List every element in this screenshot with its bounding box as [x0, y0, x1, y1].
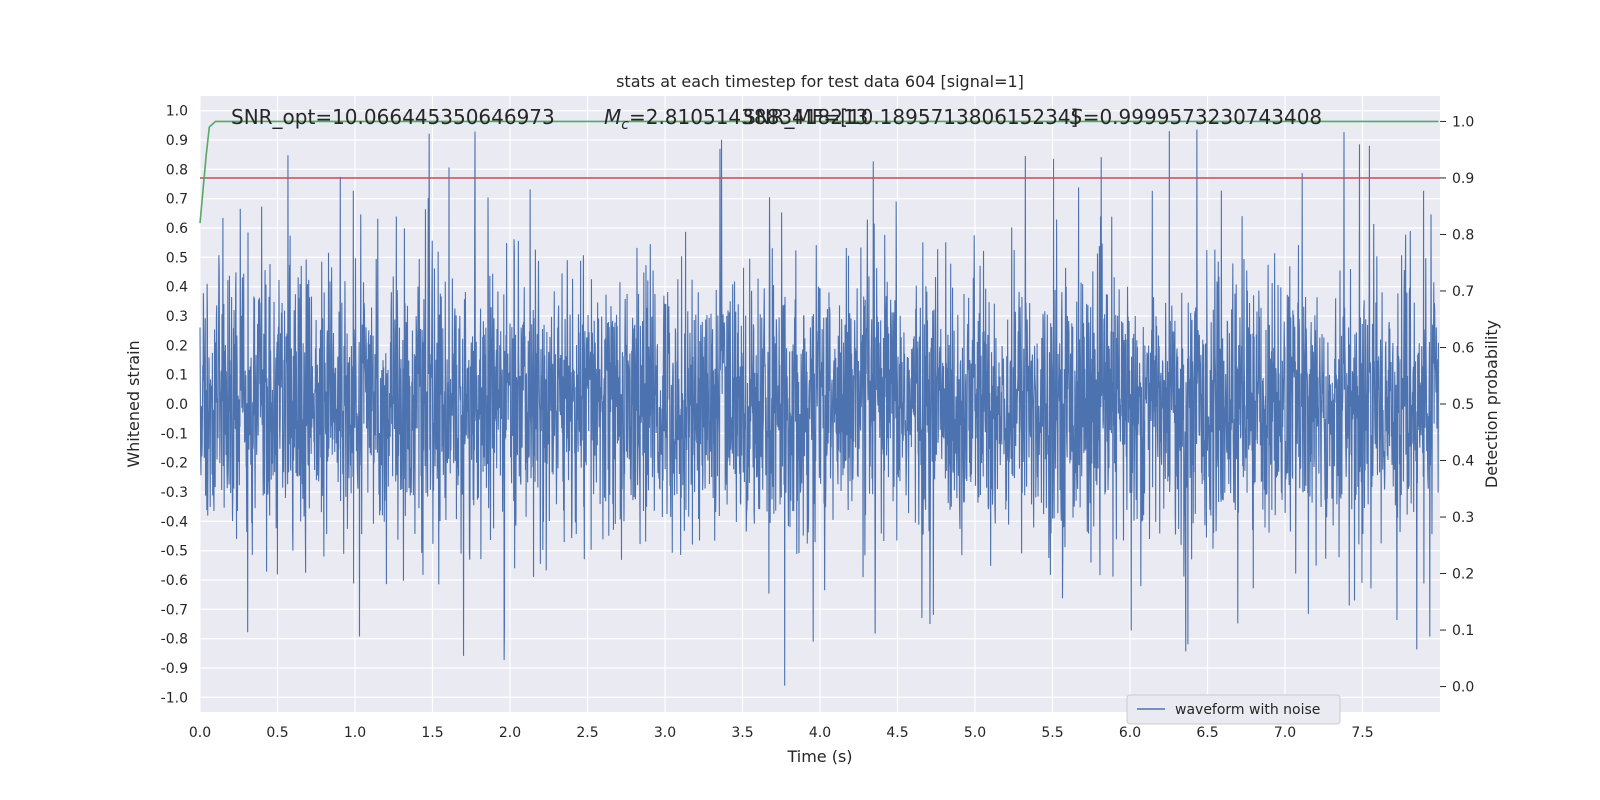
- x-tick-label: 0.0: [189, 725, 211, 741]
- right-tick-label: 0.3: [1452, 510, 1474, 526]
- y-tick-label: 0.6: [166, 221, 188, 237]
- y-tick-label: 0.2: [166, 338, 188, 354]
- y-tick-label: 0.1: [166, 368, 188, 384]
- x-axis-label: Time (s): [786, 747, 852, 766]
- y-tick-label: -0.8: [161, 632, 188, 648]
- y-tick-label: -0.9: [161, 661, 188, 677]
- y-tick-label: 0.9: [166, 133, 188, 149]
- x-tick-label: 6.5: [1196, 725, 1218, 741]
- x-tick-label: 7.0: [1274, 725, 1296, 741]
- right-tick-label: 0.6: [1452, 340, 1474, 356]
- legend-box: [1126, 694, 1341, 725]
- y-tick-label: 0.0: [166, 397, 188, 413]
- y-tick-label: -0.6: [161, 573, 188, 589]
- y-axis-label: Whitened strain: [124, 340, 143, 467]
- annotation-snr-mf: SNR_MF=[10.189571380615234]: [743, 105, 1078, 129]
- waveform-series: [199, 129, 1439, 686]
- right-tick-label: 0.5: [1452, 397, 1474, 413]
- x-tick-label: 6.0: [1119, 725, 1141, 741]
- y-tick-label: -0.1: [161, 426, 188, 442]
- right-tick-label: 0.2: [1452, 567, 1474, 583]
- annotation-chirp-mass: Mc=2.8105143883418213: [604, 105, 868, 133]
- x-tick-label: 3.0: [654, 725, 676, 741]
- waveform-line: [199, 129, 1439, 686]
- right-axis-label: Detection probability: [1482, 320, 1501, 488]
- x-tick-label: 1.0: [344, 725, 366, 741]
- right-tick-label: 0.7: [1452, 284, 1474, 300]
- x-tick-label: 5.5: [1041, 725, 1063, 741]
- x-tick-label: 2.5: [576, 725, 598, 741]
- y-tick-label: -0.5: [161, 544, 188, 560]
- y-tick-label: 0.8: [166, 162, 188, 178]
- y-tick-label: -0.7: [161, 602, 188, 618]
- legend: waveform with noise: [1126, 694, 1341, 725]
- right-tick-label: 1.0: [1452, 114, 1474, 130]
- annotation-detection-stat: S=0.9999573230743408: [1070, 105, 1322, 129]
- right-axis-ticks: 1.0 0.9 0.8 0.7 0.6 0.5 0.4 0.3 0.2 0.1 0.0: [1440, 114, 1474, 696]
- x-tick-label: 4.0: [809, 725, 831, 741]
- y-axis-ticks: 1.0 0.9 0.8 0.7 0.6 0.5 0.4 0.3 0.2 0.1 0.0 -0.1 -0.…: [161, 104, 188, 707]
- x-tick-label: 1.5: [421, 725, 443, 741]
- y-tick-label: -0.2: [161, 456, 188, 472]
- probability-overlays: [199, 120, 1440, 224]
- y-tick-label: -1.0: [161, 690, 188, 706]
- y-tick-label: -0.3: [161, 485, 188, 501]
- x-tick-label: 2.0: [499, 725, 521, 741]
- right-tick-label: 0.4: [1452, 454, 1474, 470]
- x-tick-label: 7.5: [1351, 725, 1373, 741]
- chart-title: stats at each timestep for test data 604…: [616, 72, 1024, 91]
- right-tick-label: 0.8: [1452, 227, 1474, 243]
- y-tick-label: 0.4: [166, 280, 188, 296]
- y-tick-label: 0.5: [166, 250, 188, 266]
- x-tick-label: 5.0: [964, 725, 986, 741]
- y-tick-label: -0.4: [161, 514, 188, 530]
- x-tick-label: 0.5: [266, 725, 288, 741]
- y-tick-label: 1.0: [166, 104, 188, 120]
- right-tick-label: 0.0: [1452, 680, 1474, 696]
- y-tick-label: 0.7: [166, 192, 188, 208]
- x-tick-label: 3.5: [731, 725, 753, 741]
- legend-label: waveform with noise: [1175, 702, 1320, 718]
- x-tick-label: 4.5: [886, 725, 908, 741]
- x-axis-ticks: 0.0 0.5 1.0 1.5 2.0 2.5 3.0 3.5 4.0 4.5 5.0 5.5 6.0 6…: [189, 725, 1374, 741]
- right-tick-label: 0.9: [1452, 171, 1474, 187]
- annotation-snr-opt: SNR_opt=10.066445350646973: [231, 105, 555, 129]
- y-tick-label: 0.3: [166, 309, 188, 325]
- right-tick-label: 0.1: [1452, 623, 1474, 639]
- probability-line: [199, 120, 1439, 224]
